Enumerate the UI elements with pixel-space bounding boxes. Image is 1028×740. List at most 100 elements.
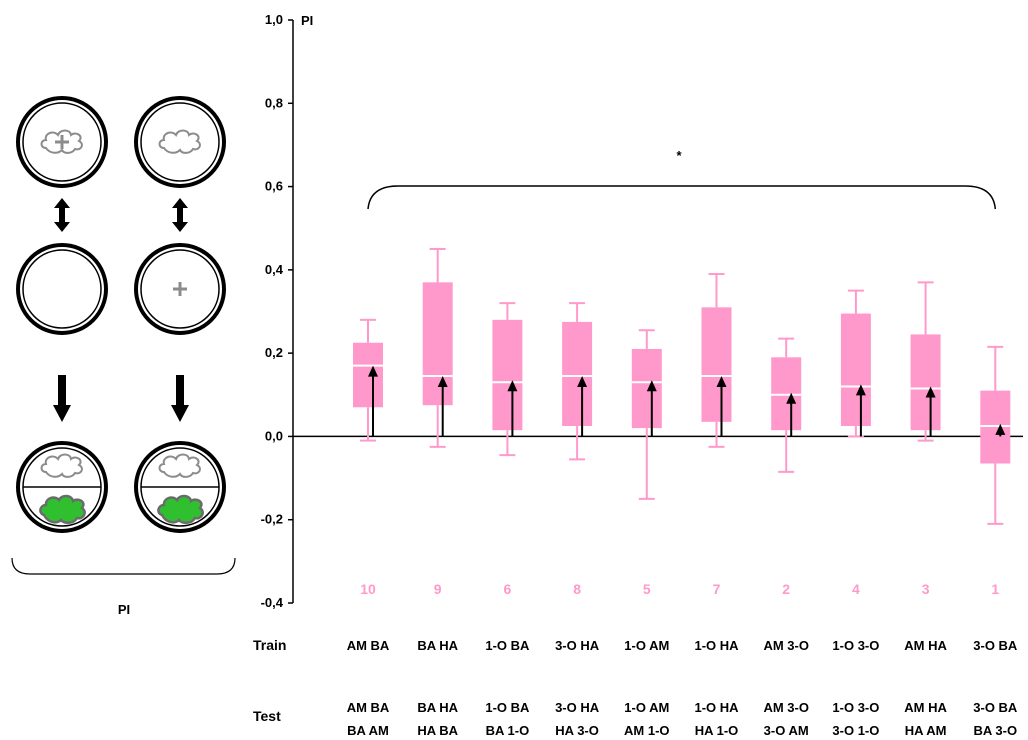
box-group	[910, 281, 941, 442]
training-dish-odor	[134, 96, 226, 188]
train-label: AM 3-O	[763, 638, 809, 653]
y-axis: -0,4 -0,2 0,0 0,2 0,4 0,6 0,8 1,0	[261, 12, 294, 610]
training-dish-empty	[16, 243, 108, 335]
y-tick-label: 0,8	[265, 95, 283, 110]
iqr-box	[631, 348, 662, 429]
group-n-label: 2	[782, 581, 790, 597]
schematic-column-2	[134, 96, 226, 533]
train-label: 3-O HA	[555, 638, 600, 653]
test-label-line2: BA 1-O	[486, 723, 530, 738]
mean-arrow-head	[437, 376, 448, 388]
test-label-line1: 1-O HA	[694, 700, 739, 715]
train-label: 3-O BA	[973, 638, 1018, 653]
test-label-line1: 3-O HA	[555, 700, 600, 715]
test-label-line1: 1-O 3-O	[832, 700, 879, 715]
reward-plus-icon	[55, 135, 69, 149]
test-label-line1: 1-O AM	[624, 700, 669, 715]
test-label-line2: BA 3-O	[974, 723, 1018, 738]
test-label-line2: HA 1-O	[695, 723, 739, 738]
test-label-line2: HA AM	[905, 723, 947, 738]
iqr-box	[562, 321, 593, 427]
down-arrow-icon	[171, 375, 189, 422]
double-arrow-icon	[54, 198, 70, 232]
box-group	[701, 273, 732, 448]
test-label-line2: BA AM	[347, 723, 389, 738]
test-label-line1: AM 3-O	[763, 700, 809, 715]
double-arrow-icon	[172, 198, 188, 232]
train-label: 1-O AM	[624, 638, 669, 653]
y-tick-label: 0,6	[265, 179, 283, 194]
train-label: AM BA	[347, 638, 390, 653]
schematic-pi-label: PI	[118, 602, 130, 617]
test-label-line1: 3-O BA	[973, 700, 1018, 715]
box-group	[840, 289, 871, 438]
group-n-label: 7	[713, 581, 721, 597]
schematic: PI	[11, 96, 236, 617]
group-n-label: 5	[643, 581, 651, 597]
mean-arrow-head	[577, 376, 588, 388]
group-n-label: 8	[573, 581, 581, 597]
box-group	[353, 318, 383, 442]
y-tick-label: 0,4	[265, 262, 284, 277]
box-group	[771, 337, 802, 473]
odor-cloud-icon	[40, 453, 83, 478]
test-label-line1: 1-O BA	[485, 700, 530, 715]
box-group	[631, 329, 662, 500]
brace-path	[367, 185, 997, 210]
bottom-bracket	[11, 557, 236, 575]
y-axis-title: PI	[301, 13, 313, 28]
box-group	[980, 345, 1011, 525]
iqr-box	[353, 342, 383, 408]
schematic-column-1	[16, 96, 108, 533]
boxes	[353, 248, 1011, 525]
test-row-label: Test	[253, 708, 281, 724]
train-row-label: Train	[253, 637, 286, 653]
train-label: 1-O 3-O	[832, 638, 879, 653]
test-dish	[134, 441, 226, 533]
mean-arrow-head	[716, 376, 727, 388]
reward-plus-icon	[173, 282, 187, 296]
iqr-box	[422, 282, 453, 406]
iqr-box	[492, 319, 523, 431]
test-label-line2: AM 1-O	[624, 723, 670, 738]
iqr-box	[771, 357, 802, 431]
significance-marker: *	[676, 148, 682, 163]
y-tick-label: -0,2	[261, 512, 283, 527]
test-label-line1: AM HA	[904, 700, 947, 715]
y-tick-label: 0,2	[265, 345, 283, 360]
group-n-label: 3	[922, 581, 930, 597]
mean-arrow-head	[925, 386, 936, 398]
box-group	[562, 302, 593, 461]
mean-arrow-head	[786, 392, 797, 404]
test-label-line2: HA BA	[417, 723, 458, 738]
training-dish-plus	[134, 243, 226, 335]
odor-cloud-icon	[158, 129, 201, 154]
box-group	[492, 302, 523, 457]
y-tick-label: 0,0	[265, 428, 283, 443]
iqr-box	[840, 313, 871, 427]
group-n-label: 1	[991, 581, 999, 597]
train-label: BA HA	[417, 638, 458, 653]
down-arrow-icon	[53, 375, 71, 422]
train-label: 1-O HA	[694, 638, 739, 653]
box-group	[422, 248, 453, 448]
mean-arrow-head	[995, 423, 1006, 435]
iqr-box	[701, 307, 732, 422]
mean-arrow-head	[855, 384, 866, 396]
significance-brace	[367, 185, 997, 210]
mean-arrow-head	[368, 365, 378, 377]
iqr-box	[910, 334, 941, 431]
group-n-label: 4	[852, 581, 860, 597]
test-labels: AM BA BA AM BA HA HA BA 1-O BA BA 1-O 3-O HA HA…	[347, 700, 1018, 738]
green-odor-icon	[39, 494, 86, 525]
test-label-line1: AM BA	[347, 700, 390, 715]
group-n-label: 6	[504, 581, 512, 597]
train-labels: AM BA BA HA 1-O BA 3-O HA 1-O AM 1-O HA AM 3-O…	[347, 638, 1018, 653]
green-odor-icon	[157, 494, 204, 525]
test-label-line2: 3-O AM	[764, 723, 809, 738]
test-label-line2: 3-O 1-O	[832, 723, 879, 738]
group-n-label: 10	[360, 581, 376, 597]
mean-arrow-head	[507, 380, 518, 392]
mean-arrow-head	[646, 380, 657, 392]
group-n-label: 9	[434, 581, 442, 597]
